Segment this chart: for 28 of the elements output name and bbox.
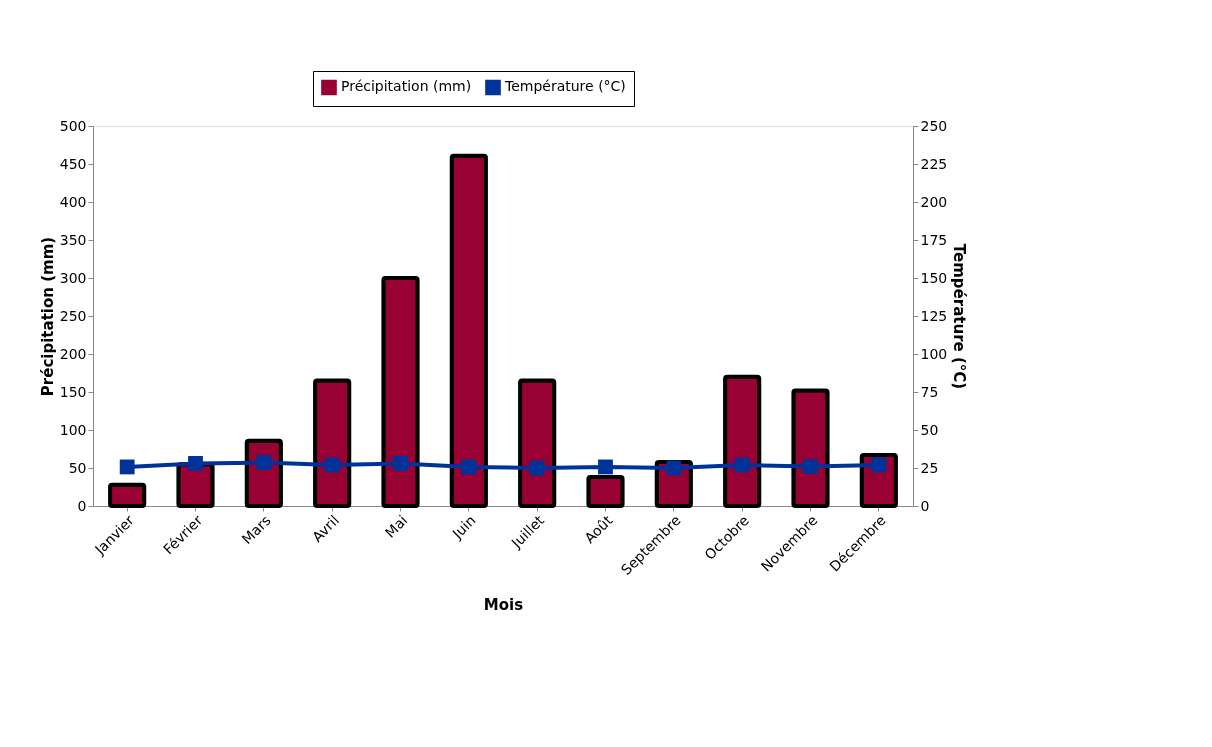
y-tick-label: 150 [59,383,87,400]
y-axis-title: Précipitation (mm) [38,236,57,397]
legend-label: Précipitation (mm) [341,78,472,95]
x-axis-title: Mois [483,595,524,614]
y-tick-label: 0 [77,497,87,514]
y2-tick-label: 100 [920,345,948,362]
y-tick-label: 450 [59,155,87,172]
y2-tick-label: 225 [920,155,948,172]
y-tick-label: 100 [59,421,87,438]
x-tick-label: Mai [381,512,411,541]
y-tick-label: 50 [68,459,87,476]
y2-tick-label: 50 [920,421,939,438]
y-tick-label: 250 [59,307,87,324]
y2-tick-label: 200 [920,193,948,210]
y2-tick-label: 0 [920,497,930,514]
y-tick-label: 400 [59,193,87,210]
y2-tick-label: 150 [920,269,948,286]
y2-axis-title: Température (°C) [950,243,969,390]
y2-tick-label: 175 [920,231,948,248]
legend-label: Température (°C) [504,78,626,95]
y2-tick-label: 25 [920,459,939,476]
y-tick-label: 350 [59,231,87,248]
y2-tick-label: 75 [920,383,939,400]
y-tick-label: 300 [59,269,87,286]
y2-tick-label: 125 [920,307,948,324]
y2-tick-label: 250 [920,117,948,134]
y-tick-label: 200 [59,345,87,362]
y-tick-label: 500 [59,117,87,134]
